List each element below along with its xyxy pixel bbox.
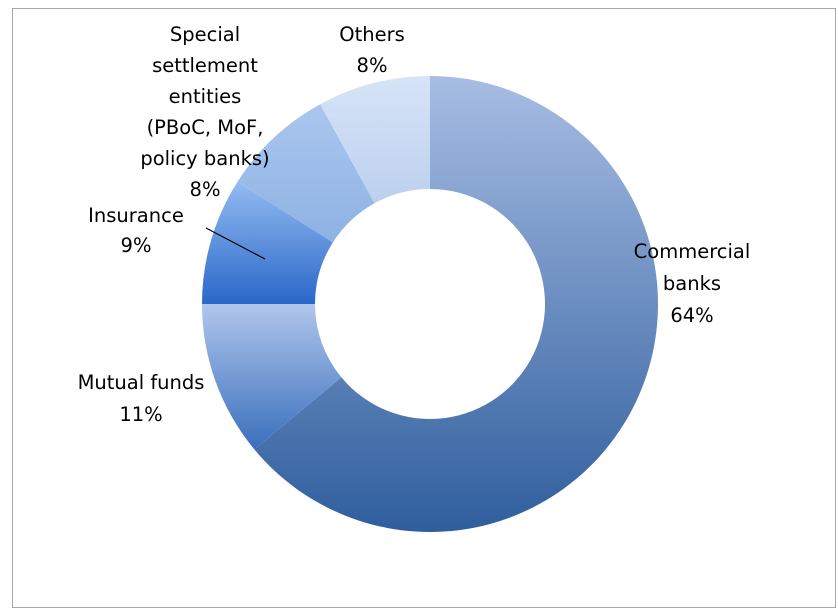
slice-commercial-banks [254, 76, 658, 532]
data-label-commercial-banks: Commercial banks 64% [634, 240, 751, 327]
data-label-mutual-funds: Mutual funds 11% [78, 371, 205, 426]
label-group: Commercial banks 64% Mutual funds 11% Insuran… [78, 23, 751, 426]
slice-others [320, 76, 430, 204]
leader-line-insurance [205, 227, 266, 260]
data-label-insurance: Insurance 9% [88, 204, 184, 257]
slice-group [202, 76, 658, 532]
slice-mutual-funds [202, 304, 342, 450]
data-label-others: Others 8% [339, 23, 405, 77]
slice-special-settlement-entities [237, 104, 375, 243]
data-label-special-settlement-entities: Special settlement entities (PBoC, MoF, poli… [140, 23, 269, 201]
slice-insurance [202, 181, 333, 304]
donut-chart: Commercial banks 64% Mutual funds 11% Insuran… [78, 23, 751, 532]
